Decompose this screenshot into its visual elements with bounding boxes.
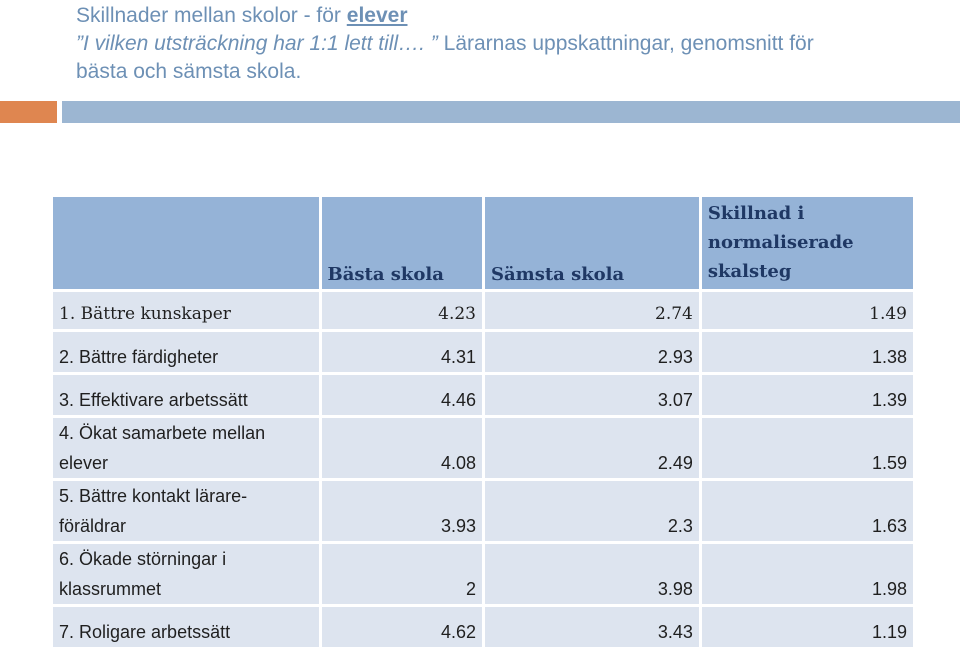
title-line-3: bästa och sämsta skola.	[76, 60, 302, 83]
accent-bar-blue	[62, 101, 960, 123]
diff-value: 1.98	[701, 544, 913, 604]
worst-value: 2.93	[484, 332, 699, 372]
best-value: 4.08	[321, 418, 482, 478]
best-value: 3.93	[321, 481, 482, 541]
worst-value: 3.07	[484, 375, 699, 415]
best-value: 4.46	[321, 375, 482, 415]
table-row: 4. Ökat samarbete mellan elever 4.08 2.4…	[53, 418, 913, 478]
best-value: 2	[321, 544, 482, 604]
row-label: 4. Ökat samarbete mellan elever	[53, 418, 319, 478]
title-prefix: Skillnader mellan skolor - för	[76, 4, 347, 27]
title-line-1: Skillnader mellan skolor - för elever	[76, 2, 936, 30]
diff-value: 1.39	[701, 375, 913, 415]
row-label: 5. Bättre kontakt lärare-föräldrar	[53, 481, 319, 541]
row-label: 1. Bättre kunskaper	[53, 292, 319, 329]
row-label: 3. Effektivare arbetssätt	[53, 375, 319, 415]
diff-value: 1.59	[701, 418, 913, 478]
diff-value: 1.49	[701, 292, 913, 329]
diff-value: 1.19	[701, 607, 913, 647]
worst-value: 2.3	[484, 481, 699, 541]
diff-value: 1.38	[701, 332, 913, 372]
worst-value: 2.74	[484, 292, 699, 329]
row-label: 2. Bättre färdigheter	[53, 332, 319, 372]
accent-bar-orange	[0, 101, 57, 123]
title-line-2-rest: Lärarnas uppskattningar, genomsnitt för	[437, 32, 814, 55]
worst-value: 2.49	[484, 418, 699, 478]
table-header-row: Bästa skola Sämsta skola Skillnad i norm…	[53, 197, 913, 289]
title-highlight: elever	[346, 4, 408, 27]
table-row: 7. Roligare arbetssätt 4.62 3.43 1.19	[53, 607, 913, 647]
table-row: 2. Bättre färdigheter 4.31 2.93 1.38	[53, 332, 913, 372]
row-label: 6. Ökade störningar i klassrummet	[53, 544, 319, 604]
diff-value: 1.63	[701, 481, 913, 541]
best-value: 4.62	[321, 607, 482, 647]
header-difference: Skillnad i normaliserade skalsteg	[701, 197, 913, 289]
best-value: 4.23	[321, 292, 482, 329]
table-row: 6. Ökade störningar i klassrummet 2 3.98…	[53, 544, 913, 604]
results-table: Bästa skola Sämsta skola Skillnad i norm…	[50, 194, 916, 650]
table-row: 5. Bättre kontakt lärare-föräldrar 3.93 …	[53, 481, 913, 541]
title-quote: ”I vilken utsträckning har 1:1 lett till…	[76, 32, 438, 55]
header-empty	[53, 197, 319, 289]
worst-value: 3.98	[484, 544, 699, 604]
table-row: 3. Effektivare arbetssätt 4.46 3.07 1.39	[53, 375, 913, 415]
worst-value: 3.43	[484, 607, 699, 647]
header-best-school: Bästa skola	[321, 197, 482, 289]
best-value: 4.31	[321, 332, 482, 372]
row-label: 7. Roligare arbetssätt	[53, 607, 319, 647]
header-worst-school: Sämsta skola	[484, 197, 699, 289]
table-row: 1. Bättre kunskaper 4.23 2.74 1.49	[53, 292, 913, 329]
title-line-2: ”I vilken utsträckning har 1:1 lett till…	[76, 30, 936, 58]
slide-title: Skillnader mellan skolor - för elever ”I…	[76, 2, 936, 86]
